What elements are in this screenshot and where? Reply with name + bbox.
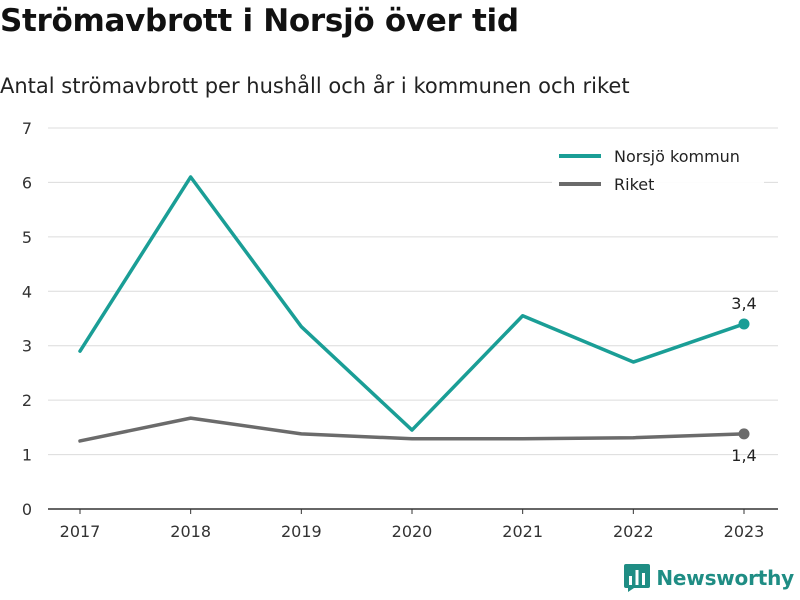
x-tick-label: 2023 — [724, 522, 765, 541]
data-label-1: 1,4 — [731, 446, 756, 465]
series-endpoint-0 — [738, 318, 750, 330]
x-tick-label: 2022 — [613, 522, 654, 541]
x-tick-label: 2017 — [60, 522, 101, 541]
y-tick-label: 5 — [22, 228, 32, 247]
y-tick-label: 3 — [22, 337, 32, 356]
chart-subtitle: Antal strömavbrott per hushåll och år i … — [0, 74, 630, 98]
brand-name: Newsworthy — [656, 566, 794, 590]
series-endpoint-1 — [738, 428, 750, 440]
series-line-0 — [78, 175, 746, 432]
legend-label-0: Norsjö kommun — [614, 147, 740, 166]
series-line-1 — [78, 416, 746, 443]
data-label-0: 3,4 — [731, 294, 756, 313]
x-tick-label: 2020 — [392, 522, 433, 541]
x-tick-label: 2018 — [170, 522, 211, 541]
y-tick-label: 7 — [22, 119, 32, 138]
y-tick-label: 6 — [22, 173, 32, 192]
y-axis: 0 1 2 3 4 5 6 7 — [22, 119, 32, 519]
x-tick-label: 2021 — [502, 522, 543, 541]
y-tick-label: 2 — [22, 391, 32, 410]
chart-title: Strömavbrott i Norsjö över tid — [0, 3, 519, 39]
y-tick-label: 4 — [22, 282, 32, 301]
series-group: 3,4 1,4 — [78, 175, 757, 465]
brand-logo: Newsworthy — [624, 564, 794, 592]
y-tick-label: 0 — [22, 500, 32, 519]
x-tick-label: 2019 — [281, 522, 322, 541]
legend-background — [552, 140, 764, 198]
x-axis: 2017 2018 2019 2020 2021 2022 2023 — [48, 508, 778, 541]
legend: Norsjö kommun Riket — [552, 140, 764, 198]
legend-label-1: Riket — [614, 175, 654, 194]
newsworthy-logo-icon — [624, 564, 651, 592]
y-tick-label: 1 — [22, 446, 32, 465]
